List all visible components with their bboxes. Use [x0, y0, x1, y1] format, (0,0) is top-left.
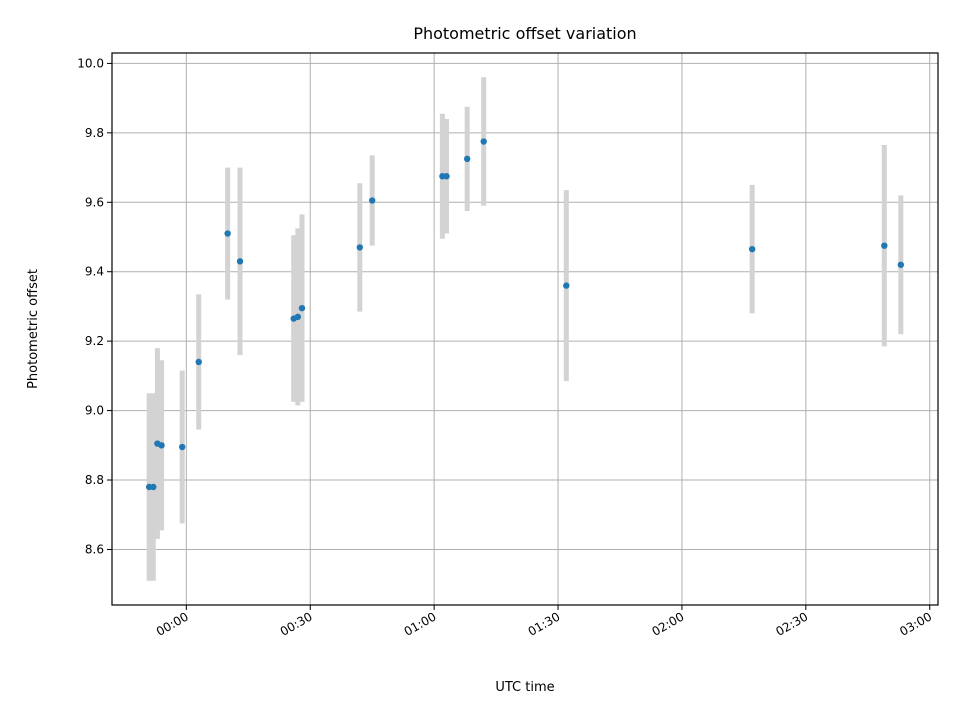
y-axis-label: Photometric offset: [26, 269, 41, 389]
data-point: [158, 442, 165, 449]
data-point: [563, 282, 570, 289]
y-tick-label: 9.2: [85, 334, 104, 348]
data-point: [224, 230, 231, 237]
y-tick-label: 8.8: [85, 473, 104, 487]
plot-frame: [111, 52, 939, 606]
y-tick-label: 10.0: [77, 56, 104, 70]
grid: [112, 53, 938, 605]
x-axis-label: UTC time: [495, 680, 554, 695]
y-axis: 8.6 8.8 9.0 9.2 9.4 9.6 9.8 10.0: [77, 56, 112, 556]
y-tick-label: 9.8: [85, 126, 104, 140]
chart-title: Photometric offset variation: [413, 24, 636, 43]
data-point: [150, 483, 157, 491]
data-point: [294, 313, 302, 321]
y-tick-label: 9.0: [85, 404, 104, 418]
data-point: [748, 245, 756, 253]
y-tick-label: 9.6: [85, 195, 104, 209]
y-tick-label: 9.4: [85, 265, 104, 279]
data-point: [356, 244, 363, 251]
data-point: [368, 197, 376, 204]
data-point: [179, 443, 186, 451]
data-point: [480, 138, 487, 145]
data-point: [897, 261, 905, 268]
data-point: [298, 304, 306, 312]
data-point: [881, 242, 888, 249]
data-points: [145, 138, 905, 491]
y-tick-label: 8.6: [85, 542, 104, 556]
data-point: [236, 258, 244, 265]
data-point: [195, 358, 202, 366]
data-point: [443, 173, 450, 180]
data-point: [463, 155, 471, 163]
